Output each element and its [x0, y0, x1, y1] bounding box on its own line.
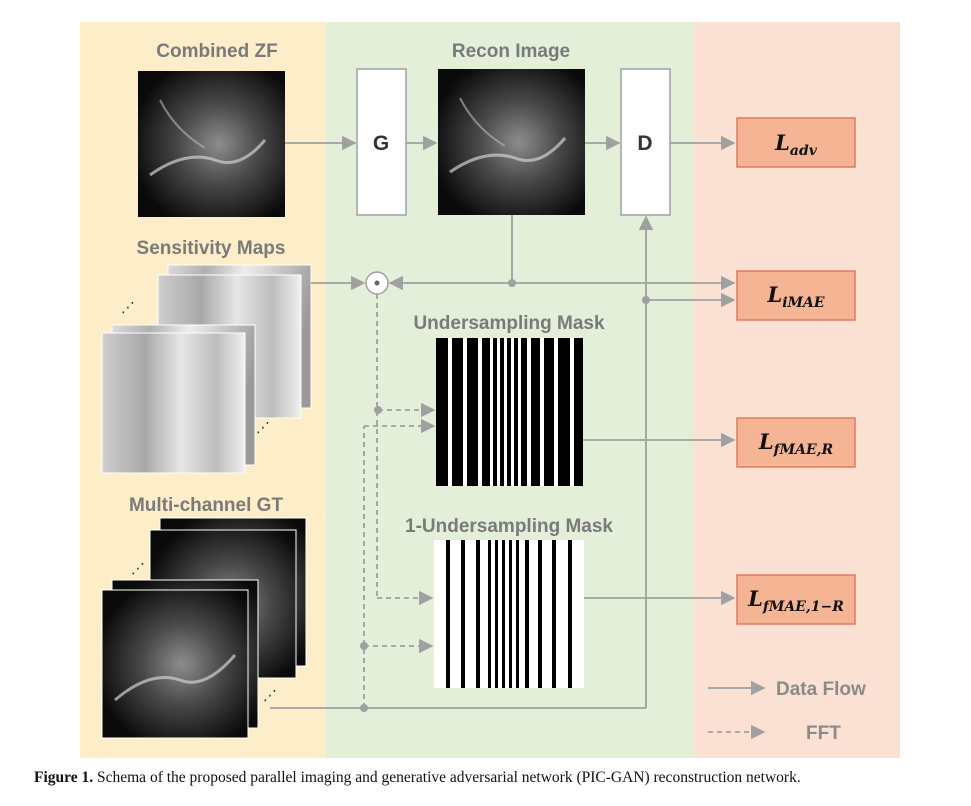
- recon-image-label: Recon Image: [452, 41, 570, 62]
- recon-image: [438, 69, 585, 215]
- svg-text:⋰: ⋰: [131, 561, 145, 577]
- loss-adv-box: Ladv: [736, 117, 856, 168]
- one-minus-mask-label: 1-Undersampling Mask: [405, 516, 613, 537]
- undersampling-mask-image: [436, 338, 583, 486]
- svg-text:LfMAE,R: LfMAE,R: [758, 429, 833, 458]
- loss-adv-main: L: [774, 130, 790, 155]
- multi-channel-gt-label: Multi-channel GT: [129, 495, 284, 516]
- loss-adv-sub: adv: [790, 143, 818, 159]
- caption-label: Figure 1.: [34, 769, 94, 786]
- combined-zf-label: Combined ZF: [156, 41, 277, 62]
- figure-caption: Figure 1. Schema of the proposed paralle…: [34, 769, 964, 787]
- fft-lines: [363, 294, 436, 708]
- sensitivity-maps-stack: ⋰ ⋰: [101, 264, 312, 474]
- generator-label: G: [373, 132, 389, 155]
- svg-text:Ladv: Ladv: [774, 130, 818, 159]
- operator-dot: [374, 280, 380, 286]
- loss-fmae-1r-main: L: [747, 586, 763, 611]
- loss-imae-box: LiMAE: [736, 270, 856, 321]
- svg-text:⋰: ⋰: [263, 688, 277, 704]
- svg-text:⋰: ⋰: [121, 300, 135, 316]
- caption-text: Schema of the proposed parallel imaging …: [93, 769, 801, 786]
- discriminator-label: D: [637, 132, 652, 155]
- loss-imae-sub: iMAE: [782, 295, 825, 311]
- loss-fmae-r-box: LfMAE,R: [736, 417, 856, 468]
- svg-text:LfMAE,1−R: LfMAE,1−R: [747, 586, 844, 615]
- undersampling-mask-label: Undersampling Mask: [413, 313, 605, 334]
- combined-zf-image: [138, 71, 285, 217]
- svg-text:⋰: ⋰: [256, 420, 270, 436]
- generator-block: [356, 68, 407, 216]
- discriminator-block: [620, 68, 671, 216]
- loss-fmae-1r-sub: fMAE,1−R: [762, 599, 844, 615]
- legend-fft: FFT: [806, 723, 841, 744]
- loss-imae-main: L: [766, 282, 782, 307]
- legend-data-flow: Data Flow: [776, 679, 866, 700]
- sensitivity-maps-label: Sensitivity Maps: [137, 238, 286, 259]
- legend: Data Flow FFT: [708, 679, 866, 744]
- loss-fmae-r-main: L: [758, 429, 774, 454]
- multi-channel-gt-stack: ⋰ ⋰: [101, 517, 307, 739]
- svg-text:LiMAE: LiMAE: [766, 282, 824, 311]
- loss-fmae-r-sub: fMAE,R: [773, 442, 834, 458]
- loss-fmae-1r-box: LfMAE,1−R: [736, 574, 856, 625]
- one-minus-mask-image: [434, 540, 584, 688]
